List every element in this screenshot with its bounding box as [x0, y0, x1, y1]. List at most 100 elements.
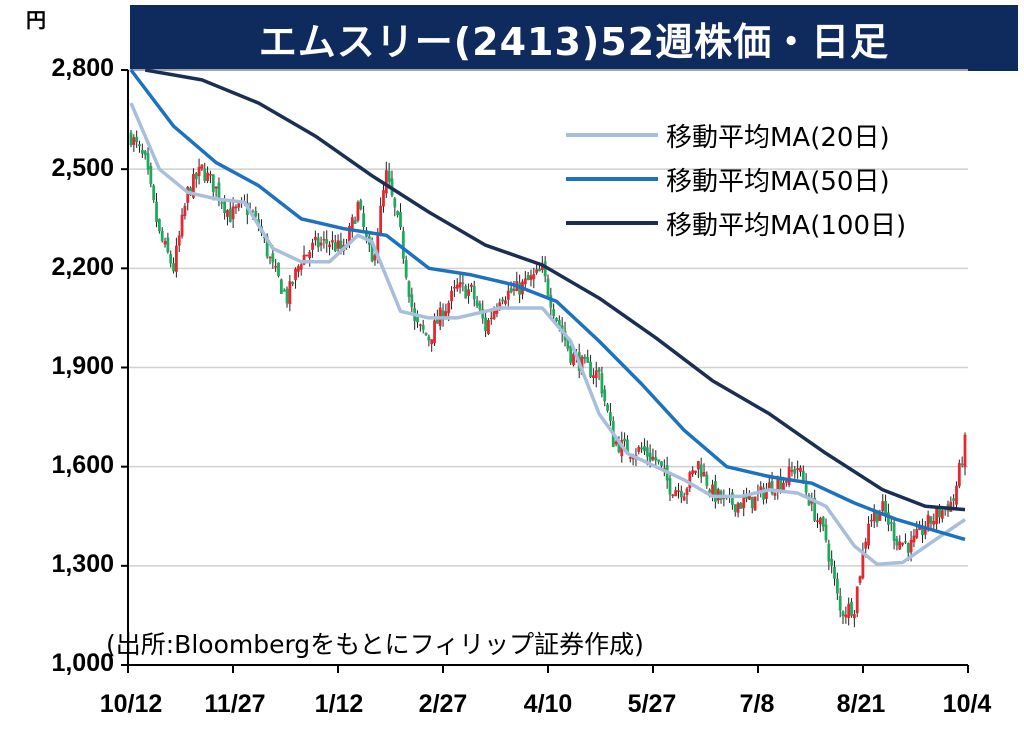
candle-up — [540, 265, 544, 270]
candle-down — [421, 324, 425, 330]
candle-down — [140, 149, 144, 154]
candle-up — [308, 252, 312, 259]
candle-up — [932, 520, 936, 525]
candle-down — [892, 522, 896, 541]
candle-up — [350, 217, 354, 230]
candle-up — [206, 172, 209, 181]
candle-down — [401, 231, 405, 259]
candle-down — [362, 213, 366, 228]
candle-up — [444, 311, 448, 317]
candle-down — [387, 170, 391, 182]
candle-down — [538, 268, 541, 272]
candle-down — [155, 201, 158, 223]
candle-up — [940, 510, 944, 519]
candle-up — [200, 164, 204, 169]
candle-down — [906, 543, 910, 553]
candle-up — [177, 235, 181, 246]
candle-down — [960, 463, 964, 466]
candle-up — [955, 485, 958, 505]
candle-down — [813, 497, 817, 521]
candle-down — [152, 185, 156, 201]
candle-down — [501, 299, 505, 302]
candle-down — [643, 446, 646, 452]
candle-down — [645, 447, 649, 457]
candle-up — [674, 490, 678, 497]
y-tick-label: 1,000 — [51, 649, 114, 677]
candle-down — [143, 151, 147, 155]
candle-up — [532, 274, 536, 280]
candle-down — [149, 166, 153, 185]
candle-up — [915, 529, 919, 538]
candle-up — [467, 289, 470, 296]
x-tick-label: 2/27 — [418, 690, 468, 718]
ma100-line — [144, 68, 966, 512]
candle-down — [393, 198, 397, 208]
candle-up — [784, 481, 788, 483]
candle-down — [526, 274, 530, 281]
candle-up — [237, 202, 241, 208]
candle-up — [776, 479, 780, 492]
legend: 移動平均MA(20日) 移動平均MA(50日) 移動平均MA(100日) — [566, 113, 946, 245]
candle-up — [489, 317, 493, 320]
candle-up — [878, 514, 882, 521]
candle-down — [555, 317, 558, 322]
candle-up — [186, 186, 190, 203]
candle-down — [583, 356, 587, 359]
candle-up — [696, 461, 700, 470]
candle-up — [818, 517, 822, 525]
candle-down — [699, 464, 703, 477]
x-tick-label: 10/12 — [99, 690, 163, 718]
candle-up — [382, 190, 385, 207]
candle-down — [921, 525, 924, 536]
candle-down — [600, 373, 604, 394]
candle-down — [543, 261, 547, 277]
candle-down — [146, 153, 150, 170]
candle-up — [591, 375, 595, 378]
candle-up — [881, 501, 885, 511]
candle-down — [617, 440, 621, 453]
candle-down — [265, 236, 269, 257]
candle-up — [671, 494, 675, 497]
candle-down — [606, 404, 609, 411]
candle-up — [691, 470, 695, 475]
candle-up — [702, 471, 706, 477]
legend-item: 移動平均MA(50日) — [566, 157, 946, 201]
candle-up — [470, 284, 473, 287]
candle-up — [782, 482, 785, 493]
candle-down — [589, 361, 592, 378]
candle-up — [852, 614, 856, 619]
candle-down — [552, 309, 556, 317]
candle-down — [279, 279, 283, 294]
candle-up — [694, 470, 697, 473]
legend-swatch-ma50 — [566, 177, 658, 181]
candle-up — [311, 242, 314, 250]
candle-up — [495, 307, 499, 314]
candle-down — [884, 500, 887, 514]
candle-up — [963, 434, 967, 468]
candle-up — [492, 310, 496, 319]
candle-up — [319, 242, 323, 246]
candle-up — [174, 245, 178, 272]
candle-down — [399, 212, 402, 228]
candle-up — [294, 268, 297, 281]
candle-down — [157, 218, 161, 232]
candle-down — [441, 310, 445, 320]
legend-item: 移動平均MA(20日) — [566, 113, 946, 157]
candle-down — [220, 202, 224, 204]
candle-up — [869, 519, 873, 522]
x-tick-label: 8/21 — [836, 690, 886, 718]
candle-up — [711, 484, 714, 496]
candle-up — [796, 468, 800, 470]
candle-down — [648, 452, 652, 461]
candle-down — [333, 242, 337, 252]
candle-up — [418, 324, 422, 326]
candle-down — [597, 368, 601, 372]
candle-up — [685, 488, 689, 496]
candle-up — [847, 603, 851, 618]
candle-down — [254, 211, 258, 217]
candle-down — [739, 502, 743, 509]
candle-up — [637, 446, 641, 452]
candle-down — [404, 260, 408, 278]
candle-up — [651, 456, 655, 460]
